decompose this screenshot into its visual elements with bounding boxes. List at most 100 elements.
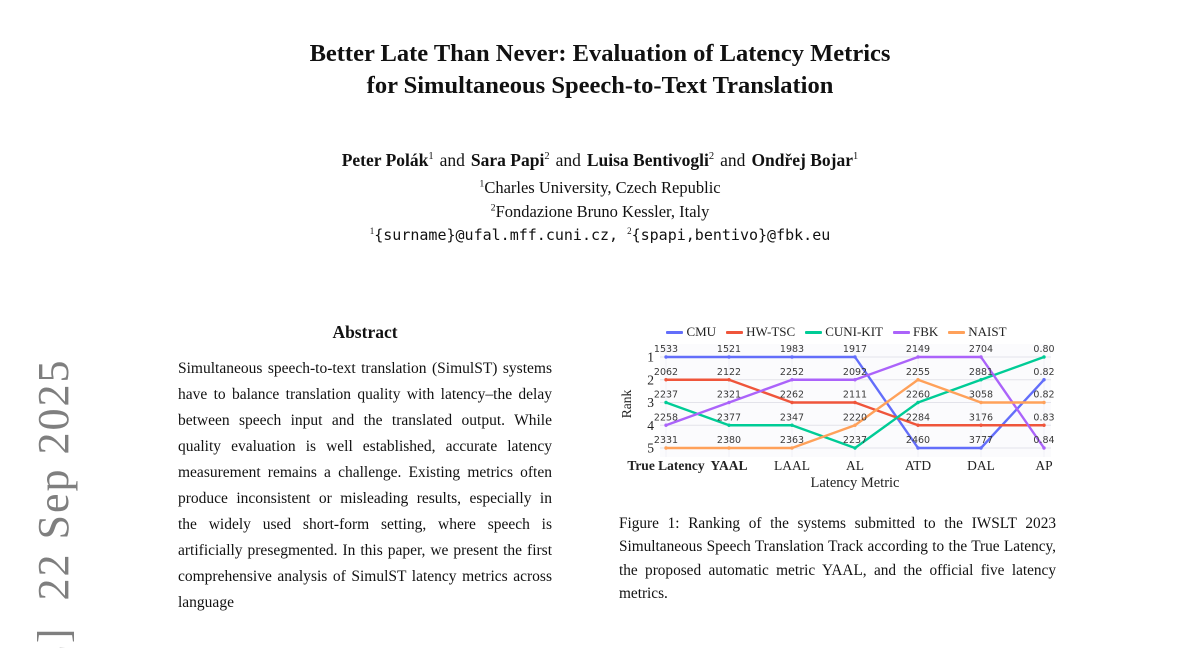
value-label: 1917 <box>843 344 867 355</box>
data-point <box>790 400 794 405</box>
data-point <box>853 446 857 450</box>
value-label: 1521 <box>717 344 741 355</box>
value-label: 2220 <box>843 412 867 423</box>
legend-item-cmu: CMU <box>666 324 716 340</box>
value-label: 2260 <box>906 390 930 401</box>
value-label: 2092 <box>843 367 867 378</box>
legend-item-fbk: FBK <box>892 324 939 340</box>
data-point <box>664 423 668 427</box>
data-point <box>664 355 668 359</box>
chart-legend: CMU HW-TSC CUNI-KIT FBK NAIST <box>618 322 1055 342</box>
author-2: Sara Papi2 <box>470 150 550 170</box>
value-label: 2704 <box>969 344 993 355</box>
data-point <box>790 423 794 427</box>
title-line-1: Better Late Than Never: Evaluation of La… <box>309 40 891 67</box>
chart-svg: 1533 1521 1983 1917 2460 3777 0.82 2062 2122 2262… <box>619 344 1055 491</box>
value-label: 0.80 <box>1033 344 1054 355</box>
value-label: 2111 <box>843 390 867 401</box>
author-4: Ondřej Bojar1 <box>751 150 859 170</box>
abstract-heading: Abstract <box>332 322 398 342</box>
data-point <box>727 378 731 382</box>
data-point <box>916 446 920 450</box>
value-label: 3058 <box>969 390 993 401</box>
author-3: Luisa Bentivogli2 <box>586 150 715 170</box>
x-tick-label: DAL <box>967 458 995 473</box>
data-point <box>1042 446 1046 450</box>
value-label: 2258 <box>654 412 678 423</box>
data-point <box>916 355 920 359</box>
legend-label: NAIST <box>968 324 1007 339</box>
legend-line-swatch <box>666 330 684 334</box>
value-label: 3777 <box>969 435 993 446</box>
data-point <box>727 423 731 427</box>
value-label: 1983 <box>780 344 804 355</box>
affiliation-line-2: 2Fondazione Bruno Kessler, Italy <box>490 202 710 221</box>
value-label: 2881 <box>969 367 993 378</box>
data-point <box>979 400 983 405</box>
arxiv-watermark: L] 22 Sep 2025 <box>29 358 78 648</box>
data-point <box>916 423 920 427</box>
authors-line: Peter Polák1 and Sara Papi2 and Luisa Bentiv… <box>0 150 1200 171</box>
value-label: 2237 <box>843 435 867 446</box>
value-label: 2262 <box>780 390 804 401</box>
figure1-chart: 1533 1521 1983 1917 2460 3777 0.82 2062 2122 2262… <box>618 342 1055 497</box>
value-label: 2321 <box>717 390 741 401</box>
value-label: 2284 <box>906 412 930 423</box>
value-label: 0.82 <box>1033 390 1054 401</box>
value-label: 2377 <box>717 412 741 423</box>
rank-tick-label: 2 <box>647 372 654 387</box>
figure1-container: CMU HW-TSC CUNI-KIT FBK NAIST 1533 1521 1983 19… <box>618 322 1055 497</box>
legend-item-naist: NAIST <box>948 324 1007 340</box>
data-point <box>916 400 920 405</box>
data-point <box>853 400 857 405</box>
legend-line-swatch <box>948 330 966 334</box>
value-label: 2062 <box>654 367 678 378</box>
paper-title: Better Late Than Never: Evaluation of La… <box>0 38 1200 101</box>
data-point <box>853 423 857 427</box>
value-label: 0.82 <box>1033 367 1054 378</box>
rank-tick-label: 5 <box>647 441 654 456</box>
author-separator: and <box>439 150 465 170</box>
data-point <box>664 400 668 405</box>
value-label: 0.84 <box>1033 435 1054 446</box>
x-tick-label: LAAL <box>774 458 810 473</box>
legend-line-swatch <box>805 330 823 334</box>
data-point <box>979 378 983 382</box>
data-point <box>979 355 983 359</box>
figure1-caption: Figure 1: Ranking of the systems submitt… <box>619 515 1056 602</box>
x-tick-label: True Latency <box>627 458 705 473</box>
rank-tick-label: 3 <box>647 395 654 410</box>
x-axis-title: Latency Metric <box>811 475 900 491</box>
author-1: Peter Polák1 <box>341 150 434 170</box>
data-point <box>1042 423 1046 427</box>
data-point <box>664 378 668 382</box>
data-point <box>979 446 983 450</box>
title-line-2: for Simultaneous Speech-to-Text Translat… <box>366 71 834 99</box>
x-tick-label: AL <box>846 458 864 473</box>
rank-tick-label: 4 <box>647 418 654 433</box>
value-label: 2237 <box>654 390 678 401</box>
data-point <box>727 446 731 450</box>
legend-label: CUNI-KIT <box>825 324 883 339</box>
value-label: 1533 <box>654 344 678 355</box>
legend-line-swatch <box>892 330 910 334</box>
abstract-text: Simultaneous speech-to-text translation … <box>178 360 552 611</box>
legend-item-hw-tsc: HW-TSC <box>726 324 795 340</box>
affiliation-line-1: 1Charles University, Czech Republic <box>479 178 721 197</box>
legend-label: CMU <box>686 324 717 339</box>
data-point <box>979 423 983 427</box>
data-point <box>916 378 920 382</box>
value-label: 2460 <box>906 435 930 446</box>
abstract-section: Abstract Simultaneous speech-to-text tra… <box>178 322 552 616</box>
value-label: 2347 <box>780 412 804 423</box>
data-point <box>664 446 668 450</box>
value-label: 2149 <box>906 344 930 355</box>
author-separator: and <box>555 150 581 170</box>
legend-label: FBK <box>912 324 939 339</box>
value-label: 2255 <box>906 367 930 378</box>
x-tick-label: YAAL <box>710 458 747 473</box>
x-tick-label: ATD <box>905 458 931 473</box>
data-point <box>790 355 794 359</box>
data-point <box>1042 400 1046 405</box>
